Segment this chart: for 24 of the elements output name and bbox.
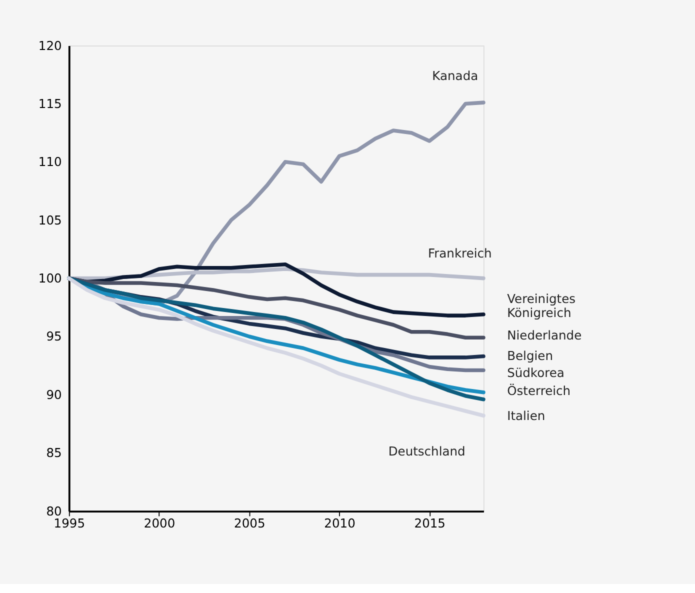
x-tick-label: 2010 (324, 516, 356, 531)
y-tick-label: 90 (46, 388, 62, 402)
y-tick-label: 120 (38, 38, 62, 53)
series-label: Frankreich (428, 246, 492, 261)
y-tick-label: 115 (38, 96, 62, 111)
x-tick-label: 2000 (144, 516, 176, 531)
series-label: Kanada (432, 68, 478, 83)
x-tick-label: 1995 (54, 516, 86, 531)
x-tick-label: 2005 (234, 516, 266, 531)
series-label: Österreich (507, 383, 571, 398)
y-tick-label: 85 (46, 446, 62, 460)
y-tick-label: 80 (46, 504, 62, 518)
series-label: Niederlande (507, 328, 582, 343)
y-tick-label: 100 (38, 272, 62, 286)
y-tick-label: 110 (38, 155, 62, 170)
text: Italien (507, 409, 546, 424)
line-series (67, 276, 486, 340)
series-label: Belgien (507, 349, 553, 364)
y-tick-label: 105 (38, 213, 62, 228)
x-tick-label: 2015 (414, 516, 446, 531)
text: Deutschland (388, 444, 466, 458)
y-tick-label: 95 (46, 330, 62, 344)
text: Vereinigtes Königreich (507, 292, 576, 320)
series-label: Südkorea (507, 366, 564, 380)
